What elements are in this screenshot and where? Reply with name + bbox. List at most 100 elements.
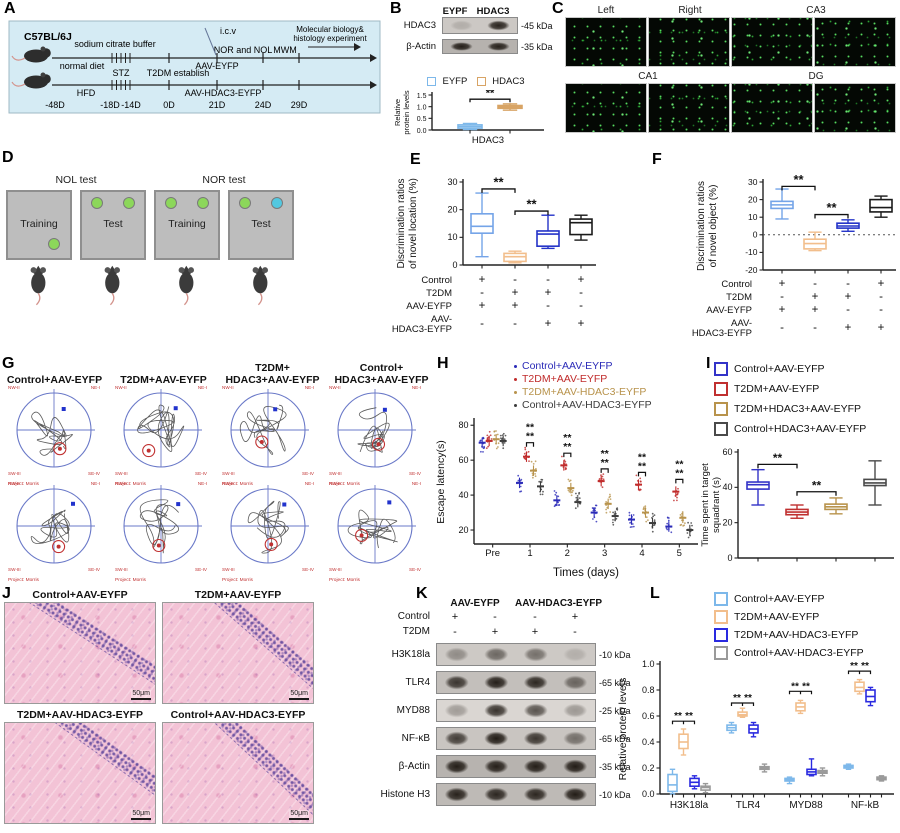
legend-item: T2DM+AAV-EYFP xyxy=(714,610,864,624)
data-point xyxy=(609,498,612,500)
histology-title: T2DM+AAV-EYFP xyxy=(194,589,282,601)
data-point xyxy=(609,493,611,496)
start-marker xyxy=(173,406,178,411)
platform-marker xyxy=(371,437,386,451)
data-point xyxy=(631,526,633,528)
data-point xyxy=(682,525,684,527)
data-point xyxy=(569,479,572,482)
data-point xyxy=(594,504,597,507)
data-point xyxy=(499,434,502,437)
maze-group-titles: Control+AAV-EYFP T2DM+AAV-EYFP T2DM+ HDAC… xyxy=(0,358,436,386)
blot-row: NF-κB -65 kDa xyxy=(330,727,660,750)
data-point xyxy=(519,485,522,488)
treatment-value: + xyxy=(578,274,585,286)
treatment-value: + xyxy=(571,610,579,623)
data-point xyxy=(628,514,631,517)
sig-stars: ** xyxy=(486,90,495,100)
data-point xyxy=(538,480,541,483)
data-point xyxy=(677,487,679,490)
icv-label: i.c.v xyxy=(220,26,237,36)
y-tick-label: 0 xyxy=(753,230,758,240)
data-point xyxy=(591,507,594,509)
sig-stars: ** xyxy=(493,174,504,189)
day-label: 0D xyxy=(163,100,175,110)
escape-latency-legend: Control+AAV-EYFP T2DM+AAV-EYFP T2DM+AAV-… xyxy=(514,360,652,411)
legend-item: Control+AAV-EYFP xyxy=(714,362,866,376)
data-point xyxy=(652,515,654,518)
data-point xyxy=(612,511,614,514)
data-point xyxy=(496,433,499,436)
treatment-value: + xyxy=(779,304,786,316)
quadrant-label: NW-II xyxy=(222,386,234,390)
novel-object-boxplot: -20 -10 0 10 20 30 Discrimination ratios of nov… xyxy=(692,172,896,339)
maze-group-title: Control+AAV-EYFP xyxy=(0,358,109,386)
treatment-value: + xyxy=(779,278,786,290)
object-marker xyxy=(239,197,251,209)
blot-col-header: EYPF xyxy=(442,6,468,17)
swim-path xyxy=(30,509,70,544)
treatment-value: - xyxy=(513,274,517,286)
platform-marker xyxy=(264,537,278,551)
data-point xyxy=(558,504,561,506)
nor-test-arena: Test xyxy=(228,190,294,260)
endpoint-label-2: histology experiment xyxy=(293,34,367,43)
data-point xyxy=(528,460,530,462)
quadrant-label: NE-I xyxy=(91,386,100,390)
treatment-value: + xyxy=(812,304,819,316)
legend-item: T2DM+AAV-EYFP xyxy=(714,382,866,396)
maze-footer-label: Project: Morris xyxy=(329,481,361,487)
mwm-label: MWM xyxy=(273,45,297,55)
treatment-value: + xyxy=(878,278,885,290)
y-axis-label: Relative protein levels xyxy=(617,678,629,781)
data-point xyxy=(530,460,533,463)
kda-label: -10 kDa xyxy=(599,789,631,800)
data-point xyxy=(639,480,642,483)
sig-bracket xyxy=(788,690,813,695)
legend-label: Control+AAV-EYFP xyxy=(734,593,825,605)
data-point xyxy=(555,491,558,494)
title-line: T2DM+AAV-EYFP xyxy=(120,373,207,386)
endpoint-label-1: Molecular biology& xyxy=(296,25,364,34)
y-tick-label: 20 xyxy=(748,194,758,204)
maze-footer-label: Project: Morris xyxy=(115,577,147,583)
box xyxy=(869,198,893,213)
quadrant-label: NW-II xyxy=(222,481,234,486)
quadrant-label: SE-IV xyxy=(88,471,101,476)
legend-label: T2DM+AAV-EYFP xyxy=(734,611,820,623)
data-point xyxy=(539,493,542,496)
kda-label: -65 kDa xyxy=(599,677,631,688)
data-point xyxy=(542,490,544,493)
data-point xyxy=(595,520,598,523)
data-point xyxy=(605,501,607,503)
blot-group-header: AAV-HDAC3-EYFP xyxy=(515,598,603,609)
quadrant-label: NW-II xyxy=(329,386,341,390)
quadrant-label: SE-IV xyxy=(195,567,208,572)
x-tick-label: MYD88 xyxy=(789,800,823,811)
panel-label-e: E xyxy=(410,151,421,168)
data-point xyxy=(485,447,488,450)
data-point xyxy=(632,525,635,528)
y-tick-label: 10 xyxy=(447,232,457,242)
treatment-row: T2DM - + + - xyxy=(330,624,660,639)
data-point xyxy=(574,507,577,510)
maze-footer-label: Project: Morris xyxy=(8,577,40,583)
y-tick-label: -20 xyxy=(745,265,758,275)
treatment-value: + xyxy=(545,287,552,299)
data-point xyxy=(687,521,689,524)
treatment-value: - xyxy=(546,300,550,312)
blot-protein-label: HDAC3 xyxy=(403,20,436,31)
x-axis-label: HDAC3 xyxy=(472,135,504,146)
sig-stars: ** xyxy=(802,681,810,692)
data-point xyxy=(612,519,614,521)
sig-bracket xyxy=(514,210,549,216)
data-point xyxy=(486,434,489,437)
data-point xyxy=(497,442,500,445)
sig-stars: ** xyxy=(526,431,535,443)
data-point xyxy=(488,430,491,433)
x-tick-label: TLR4 xyxy=(736,800,761,811)
panel-label-j: J xyxy=(2,585,11,602)
quadrant-label: NE-I xyxy=(412,481,421,486)
kda-label: -35 kDa xyxy=(599,761,631,772)
data-point xyxy=(534,460,537,463)
sig-stars: ** xyxy=(675,467,684,479)
